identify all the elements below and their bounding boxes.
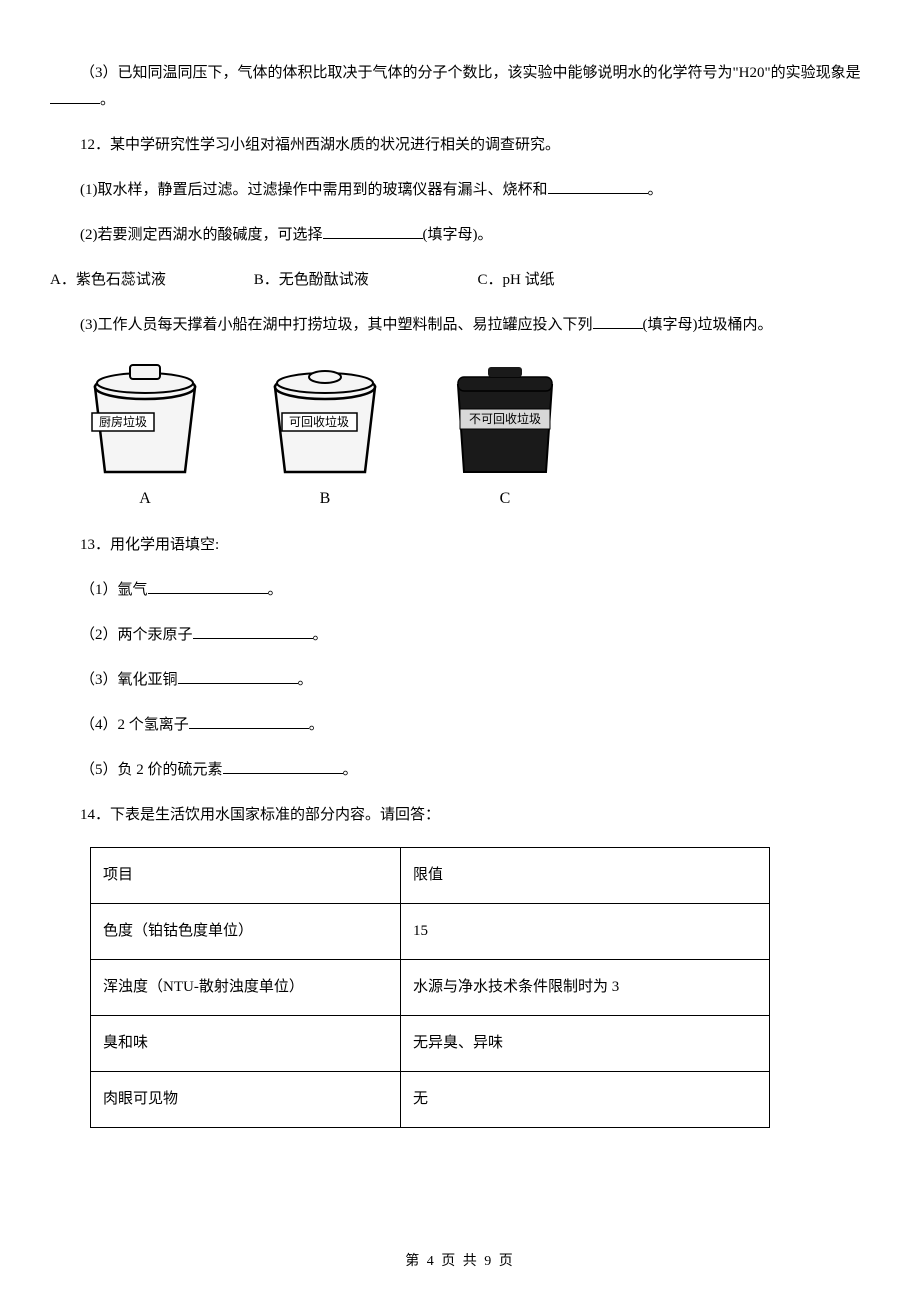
table-row: 肉眼可见物 无 <box>91 1071 770 1127</box>
opt-c: C．pH 试纸 <box>478 267 555 294</box>
trash-bin-icon: 厨房垃圾 <box>90 357 200 477</box>
opt-a: A．紫色石蕊试液 <box>50 267 250 294</box>
q12-p2-pre: (2)若要测定西湖水的酸碱度，可选择 <box>80 227 323 243</box>
bin-a-group: 厨房垃圾 A <box>90 357 200 514</box>
page-footer: 第 4 页 共 9 页 <box>0 1249 920 1274</box>
q13-p1: （1）氩气 。 <box>50 577 870 604</box>
q14-table: 项目 限值 色度（铂钴色度单位） 15 浑浊度（NTU-散射浊度单位） 水源与净… <box>90 847 770 1128</box>
bins-row: 厨房垃圾 A 可回收垃圾 B 不可回收垃圾 C <box>90 357 870 514</box>
q13-p2: （2）两个汞原子 。 <box>50 622 870 649</box>
q13-intro: 13．用化学用语填空: <box>50 532 870 559</box>
cell: 限值 <box>401 847 770 903</box>
q12-p3-pre: (3)工作人员每天撑着小船在湖中打捞垃圾，其中塑料制品、易拉罐应投入下列 <box>80 317 593 333</box>
svg-text:不可回收垃圾: 不可回收垃圾 <box>469 411 541 426</box>
bin-c-group: 不可回收垃圾 C <box>450 357 560 514</box>
q13-p4: （4）2 个氢离子 。 <box>50 712 870 739</box>
cell: 项目 <box>91 847 401 903</box>
table-row: 臭和味 无异臭、异味 <box>91 1015 770 1071</box>
cell: 浑浊度（NTU-散射浊度单位） <box>91 959 401 1015</box>
bin-b-group: 可回收垃圾 B <box>270 357 380 514</box>
table-row: 色度（铂钴色度单位） 15 <box>91 903 770 959</box>
bin-a-letter: A <box>139 485 151 514</box>
q12-p1-pre: (1)取水样，静置后过滤。过滤操作中需用到的玻璃仪器有漏斗、烧杯和 <box>80 182 548 198</box>
blank <box>189 714 309 729</box>
blank <box>548 179 648 194</box>
q12-p3-post: (填字母)垃圾桶内。 <box>643 317 773 333</box>
q13-post: 。 <box>313 627 328 643</box>
q13-p3-pre: （3）氧化亚铜 <box>80 672 178 688</box>
q12-p1: (1)取水样，静置后过滤。过滤操作中需用到的玻璃仪器有漏斗、烧杯和 。 <box>50 177 870 204</box>
cell: 水源与净水技术条件限制时为 3 <box>401 959 770 1015</box>
q13-p5-pre: （5）负 2 价的硫元素 <box>80 762 223 778</box>
cell: 无异臭、异味 <box>401 1015 770 1071</box>
q12-p2-post: (填字母)。 <box>423 227 493 243</box>
q11-3-pre: （3）已知同温同压下，气体的体积比取决于气体的分子个数比，该实验中能够说明水的化… <box>80 65 861 81</box>
trash-bin-icon: 不可回收垃圾 <box>450 357 560 477</box>
trash-bin-icon: 可回收垃圾 <box>270 357 380 477</box>
q12-p2: (2)若要测定西湖水的酸碱度，可选择 (填字母)。 <box>50 222 870 249</box>
q13-p5: （5）负 2 价的硫元素 。 <box>50 757 870 784</box>
bin-b-letter: B <box>320 485 331 514</box>
q13-post: 。 <box>309 717 324 733</box>
svg-text:可回收垃圾: 可回收垃圾 <box>289 414 349 429</box>
q13-post: 。 <box>343 762 358 778</box>
q13-p2-pre: （2）两个汞原子 <box>80 627 193 643</box>
q13-post: 。 <box>298 672 313 688</box>
q12-p1-post: 。 <box>648 182 663 198</box>
cell: 15 <box>401 903 770 959</box>
table-row: 项目 限值 <box>91 847 770 903</box>
blank <box>178 669 298 684</box>
q13-p3: （3）氧化亚铜 。 <box>50 667 870 694</box>
q14-intro: 14．下表是生活饮用水国家标准的部分内容。请回答： <box>50 802 870 829</box>
cell: 肉眼可见物 <box>91 1071 401 1127</box>
q14-table-wrap: 项目 限值 色度（铂钴色度单位） 15 浑浊度（NTU-散射浊度单位） 水源与净… <box>90 847 870 1128</box>
blank <box>50 89 100 104</box>
blank <box>323 224 423 239</box>
q13-p1-pre: （1）氩气 <box>80 582 148 598</box>
q12-options: A．紫色石蕊试液 B．无色酚酞试液 C．pH 试纸 <box>50 267 870 294</box>
table-row: 浑浊度（NTU-散射浊度单位） 水源与净水技术条件限制时为 3 <box>91 959 770 1015</box>
svg-text:厨房垃圾: 厨房垃圾 <box>99 414 147 429</box>
q12-p3: (3)工作人员每天撑着小船在湖中打捞垃圾，其中塑料制品、易拉罐应投入下列 (填字母… <box>50 312 870 339</box>
q12-intro: 12．某中学研究性学习小组对福州西湖水质的状况进行相关的调查研究。 <box>50 132 870 159</box>
cell: 色度（铂钴色度单位） <box>91 903 401 959</box>
q11-3-post: 。 <box>100 92 115 108</box>
blank <box>223 759 343 774</box>
cell: 无 <box>401 1071 770 1127</box>
q13-post: 。 <box>268 582 283 598</box>
q11-3-text: （3）已知同温同压下，气体的体积比取决于气体的分子个数比，该实验中能够说明水的化… <box>50 60 870 114</box>
q13-p4-pre: （4）2 个氢离子 <box>80 717 189 733</box>
bin-c-letter: C <box>500 485 511 514</box>
cell: 臭和味 <box>91 1015 401 1071</box>
blank <box>593 314 643 329</box>
opt-b: B．无色酚酞试液 <box>254 267 474 294</box>
blank <box>148 579 268 594</box>
blank <box>193 624 313 639</box>
